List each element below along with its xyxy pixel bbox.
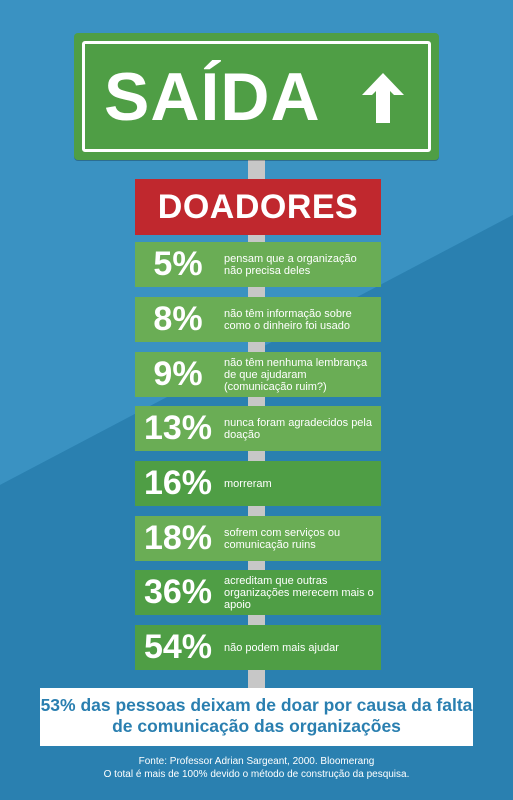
exit-title: SAÍDA	[104, 59, 321, 135]
reason-text: sofrem com serviços ou comunicação ruins	[224, 526, 341, 551]
reason-percent: 36%	[143, 573, 213, 611]
reason-percent: 16%	[143, 464, 213, 502]
reason-text: não têm nenhuma lembrança de que ajudara…	[224, 356, 368, 393]
donors-banner-label: DOADORES	[157, 188, 359, 226]
reason-percent: 18%	[143, 519, 213, 557]
reason-text: morreram	[224, 477, 272, 490]
donors-banner: DOADORES	[135, 179, 381, 235]
reason-text: não têm informação sobre como o dinheiro…	[224, 307, 352, 332]
callout-box: 53% das pessoas deixam de doar por causa…	[40, 688, 473, 746]
exit-sign-border	[82, 41, 431, 152]
footer-note: O total é mais de 100% devido o método d…	[103, 769, 410, 780]
reason-row: 5% pensam que a organização não precisa …	[135, 242, 381, 287]
reason-row: 16% morreram	[135, 461, 381, 506]
reason-percent: 9%	[153, 355, 203, 393]
reason-row: 13% nunca foram agradecidos pela doação	[135, 406, 381, 451]
reason-row: 9% não têm nenhuma lembrança de que ajud…	[135, 352, 381, 397]
reason-percent: 8%	[153, 300, 203, 338]
callout-text: 53% das pessoas deixam de doar por causa…	[40, 695, 473, 736]
reason-percent: 13%	[143, 409, 213, 447]
reason-row: 54% não podem mais ajudar	[135, 625, 381, 670]
reason-row: 8% não têm informação sobre como o dinhe…	[135, 297, 381, 342]
reason-row: 18% sofrem com serviços ou comunicação r…	[135, 516, 381, 561]
reason-text: pensam que a organização não precisa del…	[224, 252, 357, 277]
arrow-up-icon	[362, 73, 404, 123]
reason-percent: 5%	[153, 245, 203, 283]
reason-row: 36% acreditam que outras organizações me…	[135, 570, 381, 615]
reason-text: não podem mais ajudar	[224, 641, 339, 654]
reason-text: acreditam que outras organizações merece…	[224, 574, 374, 611]
reason-text: nunca foram agradecidos pela doação	[224, 416, 372, 441]
exit-sign: SAÍDA	[74, 33, 439, 160]
footer-source: Fonte: Professor Adrian Sargeant, 2000. …	[138, 756, 375, 767]
footer: Fonte: Professor Adrian Sargeant, 2000. …	[0, 755, 513, 781]
reason-percent: 54%	[143, 628, 213, 666]
